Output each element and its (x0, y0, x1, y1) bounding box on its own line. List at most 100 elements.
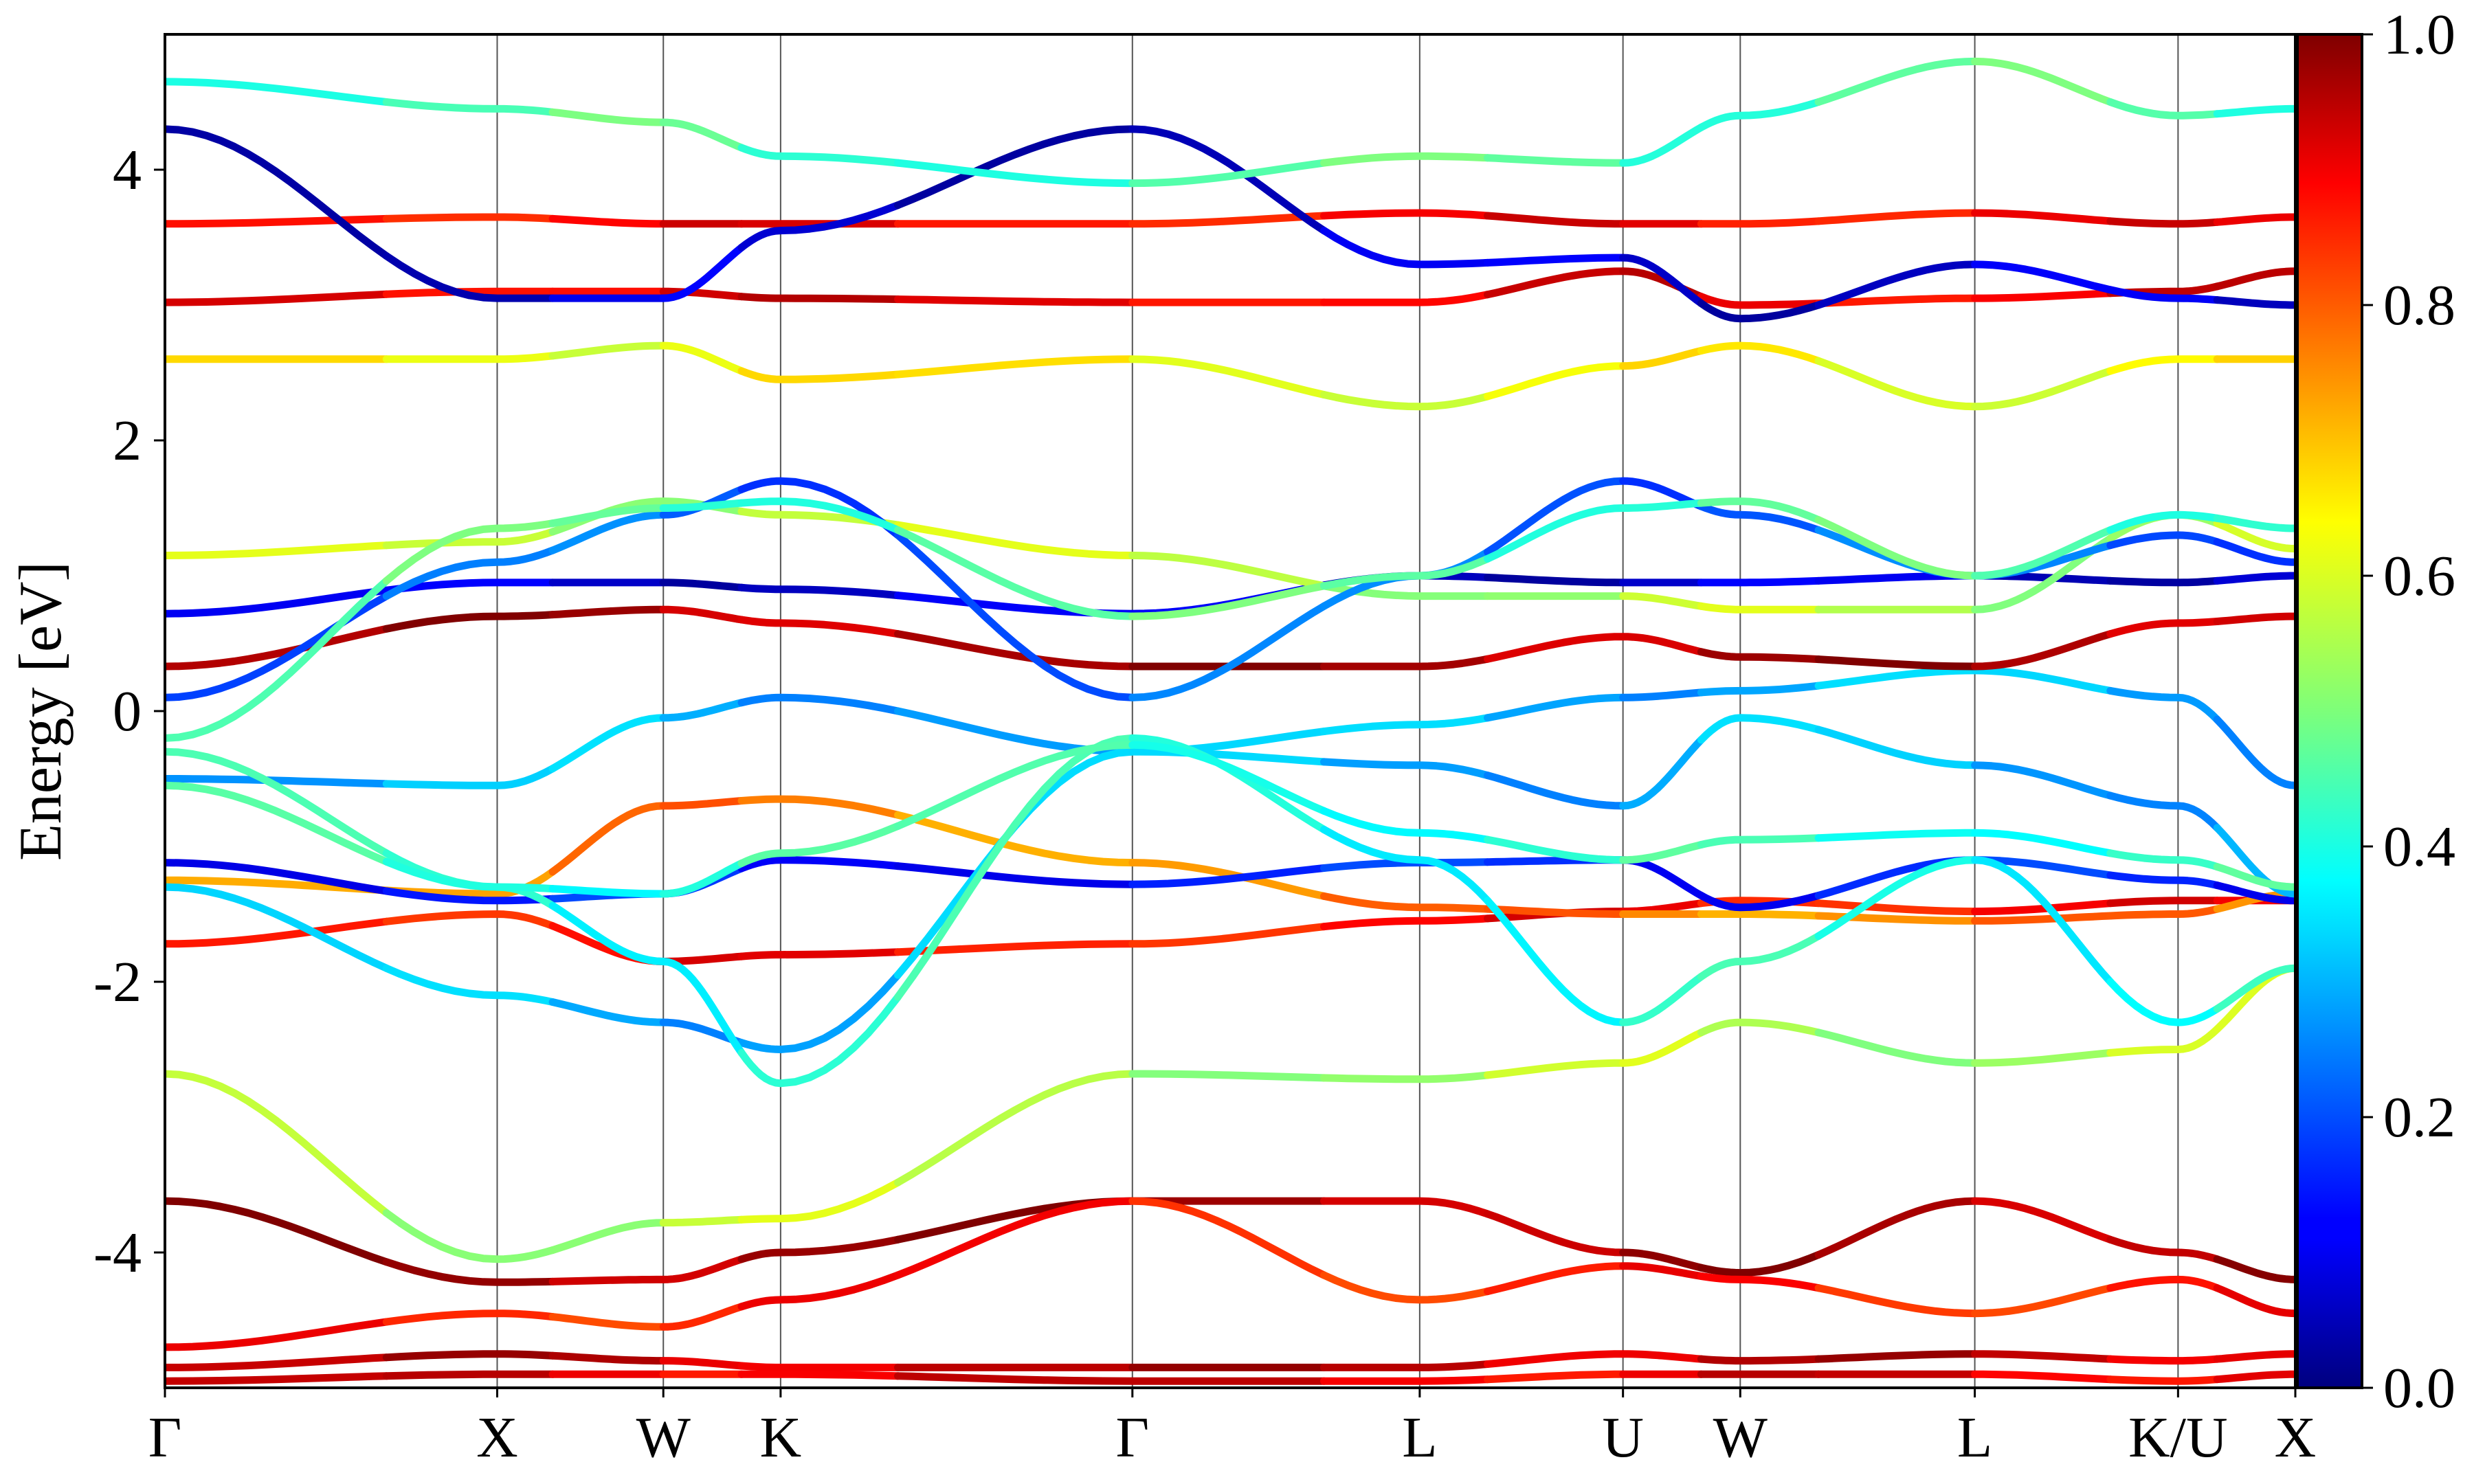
band-line (1619, 899, 1705, 916)
band-line (548, 1219, 667, 1255)
band-line (1128, 1197, 1328, 1279)
band-line (548, 504, 667, 528)
band-line (2213, 964, 2295, 1013)
band-line (382, 546, 557, 600)
band-line (1128, 159, 1328, 188)
band-line (2106, 217, 2221, 228)
band-line (894, 741, 1137, 830)
band-line (1320, 1271, 1491, 1304)
band-line (548, 998, 667, 1026)
band-line (1814, 726, 1979, 769)
band-line (659, 958, 746, 1057)
band-line (1484, 1262, 1627, 1296)
band-line (1484, 267, 1627, 299)
colorbar-tick-label: 0.8 (2383, 273, 2455, 337)
band-line (1697, 1250, 1823, 1277)
band-line (548, 1275, 667, 1285)
band-line (1320, 758, 1491, 780)
band-line (1814, 516, 1979, 580)
band-line (1619, 1350, 1705, 1363)
colorbar-tick-label: 0.4 (2383, 815, 2455, 879)
band-line (1814, 294, 1979, 307)
band-line (548, 341, 667, 360)
band-line (1619, 856, 1705, 899)
band-line (1619, 688, 1705, 701)
band-line (2213, 881, 2295, 905)
band-line (1320, 1071, 1491, 1083)
colorbar-tick-label: 0.2 (2383, 1086, 2455, 1149)
band-line (1320, 209, 1491, 220)
band-line (2106, 576, 2221, 587)
band-line (1814, 666, 1979, 690)
band-line (659, 118, 746, 152)
y-tick-label: 0 (113, 679, 142, 743)
band-line (1619, 1248, 1705, 1272)
band-line (1697, 98, 1823, 131)
band-line (1697, 300, 1823, 323)
band-line (1619, 841, 1705, 864)
band-line (1971, 209, 2115, 225)
band-line (1971, 1350, 2115, 1363)
band-line (2213, 824, 2295, 898)
band-line (1814, 829, 1979, 842)
band-line (1814, 1284, 1979, 1318)
band-line (165, 1353, 390, 1371)
band-line (1484, 897, 1627, 1026)
band-line (1484, 212, 1627, 228)
band-line (548, 885, 667, 898)
x-tick-label: W (1713, 1406, 1768, 1470)
band-line (165, 775, 390, 788)
x-tick-label: K (760, 1406, 802, 1470)
y-axis-label: Energy [eV] (8, 561, 74, 861)
band-line (165, 1197, 390, 1266)
band-line (548, 901, 667, 965)
band-line (548, 802, 667, 876)
colorbar-tick-label: 1.0 (2383, 3, 2455, 67)
band-line (1484, 477, 1627, 556)
y-tick-label: 4 (113, 138, 142, 202)
band-line (165, 747, 390, 857)
band-line (659, 859, 746, 898)
band-line (165, 781, 390, 866)
y-axis: -4 -2 0 2 4 (93, 138, 165, 1285)
band-line (737, 1235, 902, 1263)
band-line (2213, 1350, 2295, 1363)
band-line (1484, 504, 1627, 563)
band-line (894, 125, 1137, 210)
x-tick-label: Γ (148, 1406, 182, 1470)
band-line (1697, 497, 1823, 524)
band-line (1971, 899, 2115, 916)
band-line (2213, 538, 2295, 566)
band-line (165, 1372, 390, 1385)
band-line (737, 971, 902, 1053)
band-line (1814, 1197, 1979, 1259)
band-line (1128, 582, 1328, 620)
band-line (1320, 1360, 1491, 1371)
band-line (894, 295, 1137, 306)
band-line (2106, 1375, 2221, 1385)
band-line (1697, 502, 1823, 534)
band-line (2106, 286, 2221, 304)
band-line (382, 964, 557, 1006)
band-line (1697, 1272, 1823, 1292)
band-line (659, 699, 746, 722)
colorbar-tick-label: 0.0 (2383, 1356, 2455, 1420)
band-line (2213, 213, 2295, 226)
band-line (2106, 849, 2221, 871)
band-line (1697, 910, 1823, 920)
band-line (382, 868, 557, 898)
band-line (1320, 554, 1491, 590)
band-line (382, 1370, 557, 1380)
band-line (165, 883, 390, 972)
band-line (894, 940, 1137, 956)
band-line (659, 499, 746, 512)
band-line (382, 287, 557, 298)
band-line (1697, 714, 1823, 744)
band-line (1484, 154, 1627, 167)
band-line (737, 1271, 902, 1311)
band-line (737, 693, 902, 715)
band-line (1320, 1197, 1491, 1218)
band-line (1320, 391, 1491, 411)
band-line (2106, 618, 2221, 638)
